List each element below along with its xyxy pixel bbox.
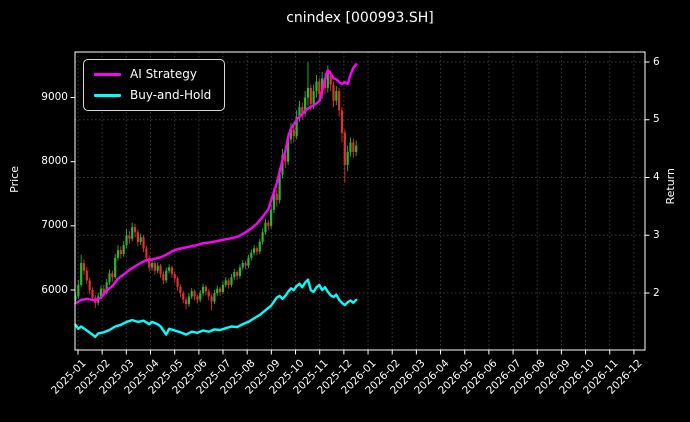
- legend-item-buy-and-hold: Buy-and-Hold: [94, 88, 211, 102]
- return-tick-label: 6: [653, 55, 660, 68]
- buy-and-hold-line-swatch: [94, 93, 121, 97]
- price-tick-label: 7000: [41, 219, 68, 232]
- return-tick-label: 4: [653, 171, 660, 183]
- left-axis-label: Price: [8, 166, 21, 193]
- axes-spines: [74, 51, 646, 351]
- chart-title: cnindex [000993.SH]: [286, 10, 434, 26]
- return-tick-label: 5: [653, 113, 660, 126]
- legend-label: AI Strategy: [130, 67, 197, 81]
- tick-marks-layer: [70, 61, 650, 355]
- legend-label: Buy-and-Hold: [130, 88, 212, 102]
- gridlines-layer: [75, 52, 645, 350]
- price-tick-label: 8000: [41, 155, 68, 168]
- series-line-buy-and-hold: [74, 278, 358, 339]
- line-series-layer: [74, 63, 358, 339]
- series-line-ai-strategy: [74, 63, 358, 305]
- right-axis-label: Return: [664, 168, 677, 205]
- ai-strategy-line-swatch: [94, 72, 121, 76]
- return-tick-label: 3: [653, 228, 660, 241]
- legend-box: AI Strategy Buy-and-Hold: [83, 59, 226, 111]
- legend-item-ai-strategy: AI Strategy: [94, 67, 211, 81]
- return-tick-label: 2: [653, 286, 660, 299]
- price-tick-label: 6000: [41, 283, 68, 296]
- price-tick-label: 9000: [41, 91, 68, 103]
